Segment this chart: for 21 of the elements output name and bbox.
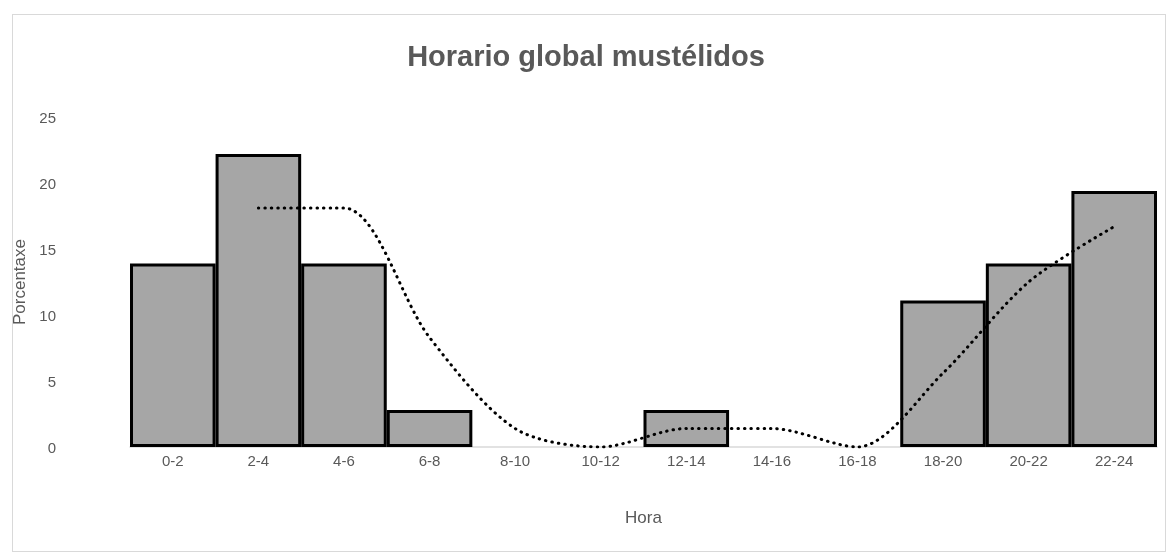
chart-title: Horario global mustélidos <box>407 39 765 72</box>
y-tick-label: 25 <box>39 108 56 126</box>
x-tick-label: 18-20 <box>923 452 963 469</box>
x-tick-label: 0-2 <box>161 452 184 469</box>
x-tick-label: 8-10 <box>500 452 531 469</box>
y-tick-label: 10 <box>39 306 56 324</box>
y-tick-label: 5 <box>47 372 56 390</box>
x-tick-label: 6-8 <box>418 452 441 469</box>
x-tick-label: 10-12 <box>581 452 620 469</box>
x-tick-label: 12-14 <box>667 452 706 469</box>
y-tick-label: 15 <box>39 240 56 258</box>
x-tick-label: 20-22 <box>1009 452 1048 469</box>
y-tick-label: 0 <box>47 438 56 456</box>
y-axis-title: Porcentaxe <box>10 239 30 325</box>
x-tick-label: 22-24 <box>1095 452 1134 469</box>
x-axis-title: Hora <box>625 508 663 527</box>
x-tick-label: 14-16 <box>752 452 792 469</box>
y-tick-label: 20 <box>39 174 56 192</box>
x-tick-label: 2-4 <box>247 452 270 469</box>
x-tick-label: 16-18 <box>838 452 877 469</box>
x-tick-label: 4-6 <box>333 452 355 469</box>
